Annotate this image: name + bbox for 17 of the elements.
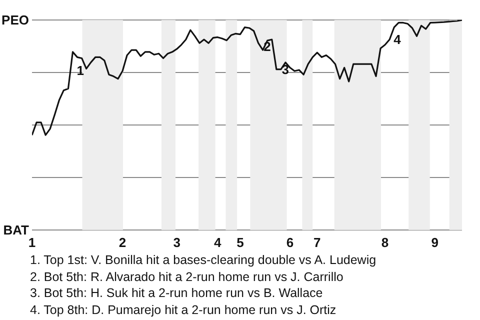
x-tick-label: 1	[28, 235, 36, 250]
x-tick-label: 8	[381, 235, 389, 250]
text: 2. Bot 5th: R. Alvarado hit a 2-run home run vs J. Carrillo	[30, 268, 344, 285]
annotation: 4	[394, 32, 402, 48]
x-tick-label: 9	[431, 235, 438, 250]
x-tick-label: 7	[314, 235, 321, 250]
text: 1. Top 1st: V. Bonilla hit a bases-clearing double vs A. Ludewig	[30, 252, 378, 268]
x-tick-label: 5	[236, 235, 244, 250]
annotation: 1	[76, 63, 84, 78]
x-tick-label: 3	[173, 235, 180, 250]
x-tick-label: 6	[286, 235, 294, 250]
text: PEO	[2, 12, 29, 28]
text: 3. Bot 5th: H. Suk hit a 2-run home run vs B. Wallace	[30, 285, 324, 302]
x-tick-label: 4	[214, 235, 222, 250]
text: 4. Top 8th: D. Pumarejo hit a 2-run home run vs J. Ortiz	[30, 302, 338, 318]
text: BAT	[3, 222, 30, 238]
x-tick-label: 2	[118, 235, 126, 250]
